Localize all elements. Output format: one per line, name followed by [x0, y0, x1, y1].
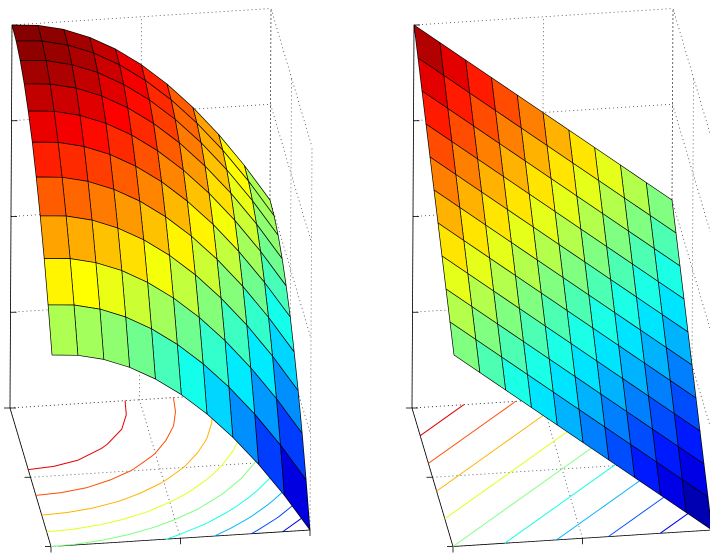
surface-cell [43, 258, 75, 306]
surface-cell [57, 142, 89, 182]
surface-cell [23, 83, 55, 112]
surface-cell [53, 110, 85, 147]
surface-cell [31, 141, 63, 178]
contour-line [419, 404, 465, 437]
surface-cell [73, 304, 105, 360]
surface-cell [39, 215, 71, 259]
contour-line [41, 395, 214, 516]
surface-cell [27, 110, 59, 143]
surface-cell [99, 308, 130, 368]
surface-cell [65, 215, 97, 264]
surface-cell [69, 258, 101, 310]
surface-cell [61, 176, 93, 221]
grid-line [139, 16, 181, 539]
surface-cell [449, 321, 481, 373]
surface-plot [406, 8, 710, 553]
surface-cell [95, 262, 127, 318]
contour-line [428, 400, 516, 464]
x-axis [452, 529, 710, 547]
surface-cell [15, 40, 47, 61]
contour-line [28, 400, 127, 471]
surface-cell [49, 83, 81, 116]
surface-cell [35, 176, 67, 217]
surface-plot [4, 8, 313, 553]
contour-line [35, 397, 176, 496]
surface-cell [11, 24, 43, 42]
surface-cell [19, 60, 51, 85]
surface-cell [47, 304, 79, 356]
